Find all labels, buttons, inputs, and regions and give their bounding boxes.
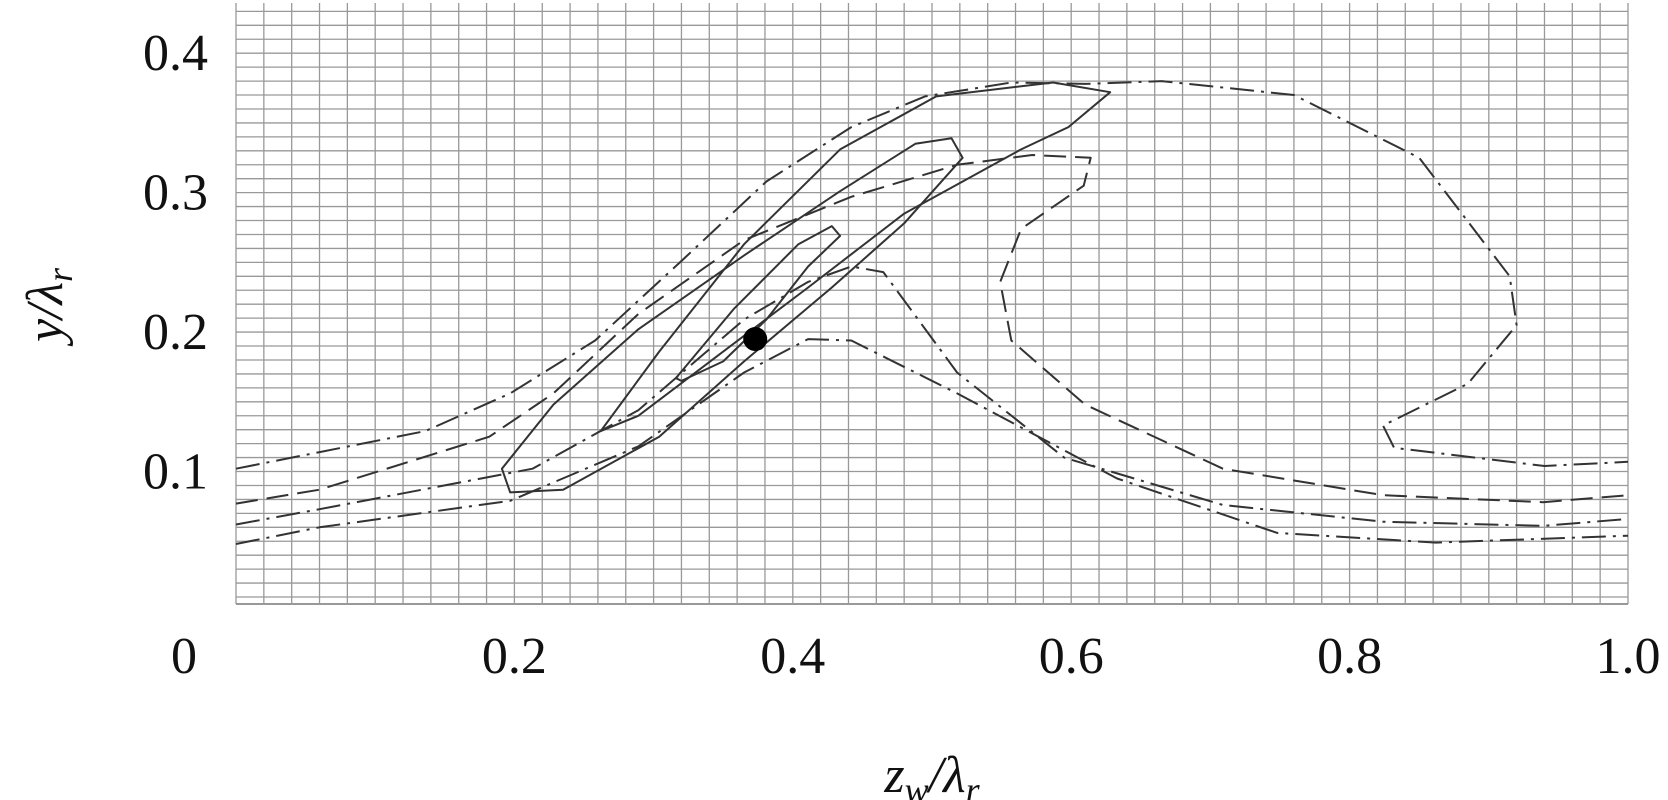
x-axis-title: zw/λr	[883, 747, 980, 800]
y-tick-label: 0.3	[143, 165, 208, 222]
x-tick-label: 0.2	[482, 628, 547, 685]
y-tick-label: 0.1	[143, 444, 208, 501]
contour-line	[674, 225, 842, 382]
x-axis-title-sub: w	[905, 770, 929, 800]
x-tick-label: 1.0	[1596, 628, 1661, 685]
x-tick-label: 0.6	[1039, 628, 1104, 685]
contour-line	[235, 265, 1629, 527]
contour-line	[500, 137, 964, 494]
x-axis-title-part: /λ	[926, 747, 966, 800]
contour-line	[235, 338, 1629, 545]
y-axis-title-sub: r	[40, 267, 80, 282]
x-tick-label: 0.4	[760, 628, 825, 685]
y-axis-title: y/λr	[17, 267, 80, 347]
contour-line	[235, 80, 1629, 470]
y-tick-label: 0.4	[143, 25, 208, 82]
x-axis-title-part: z	[883, 747, 904, 800]
x-axis-title-sub: r	[966, 770, 981, 800]
contour-line	[599, 81, 1112, 433]
x-tick-label: 0.8	[1317, 628, 1382, 685]
y-axis-title-part: y/λ	[17, 282, 74, 347]
y-tick-label: 0.2	[143, 304, 208, 361]
x-tick-label: 0	[171, 628, 197, 685]
contour-line	[235, 154, 1629, 505]
marker-point	[743, 327, 768, 352]
